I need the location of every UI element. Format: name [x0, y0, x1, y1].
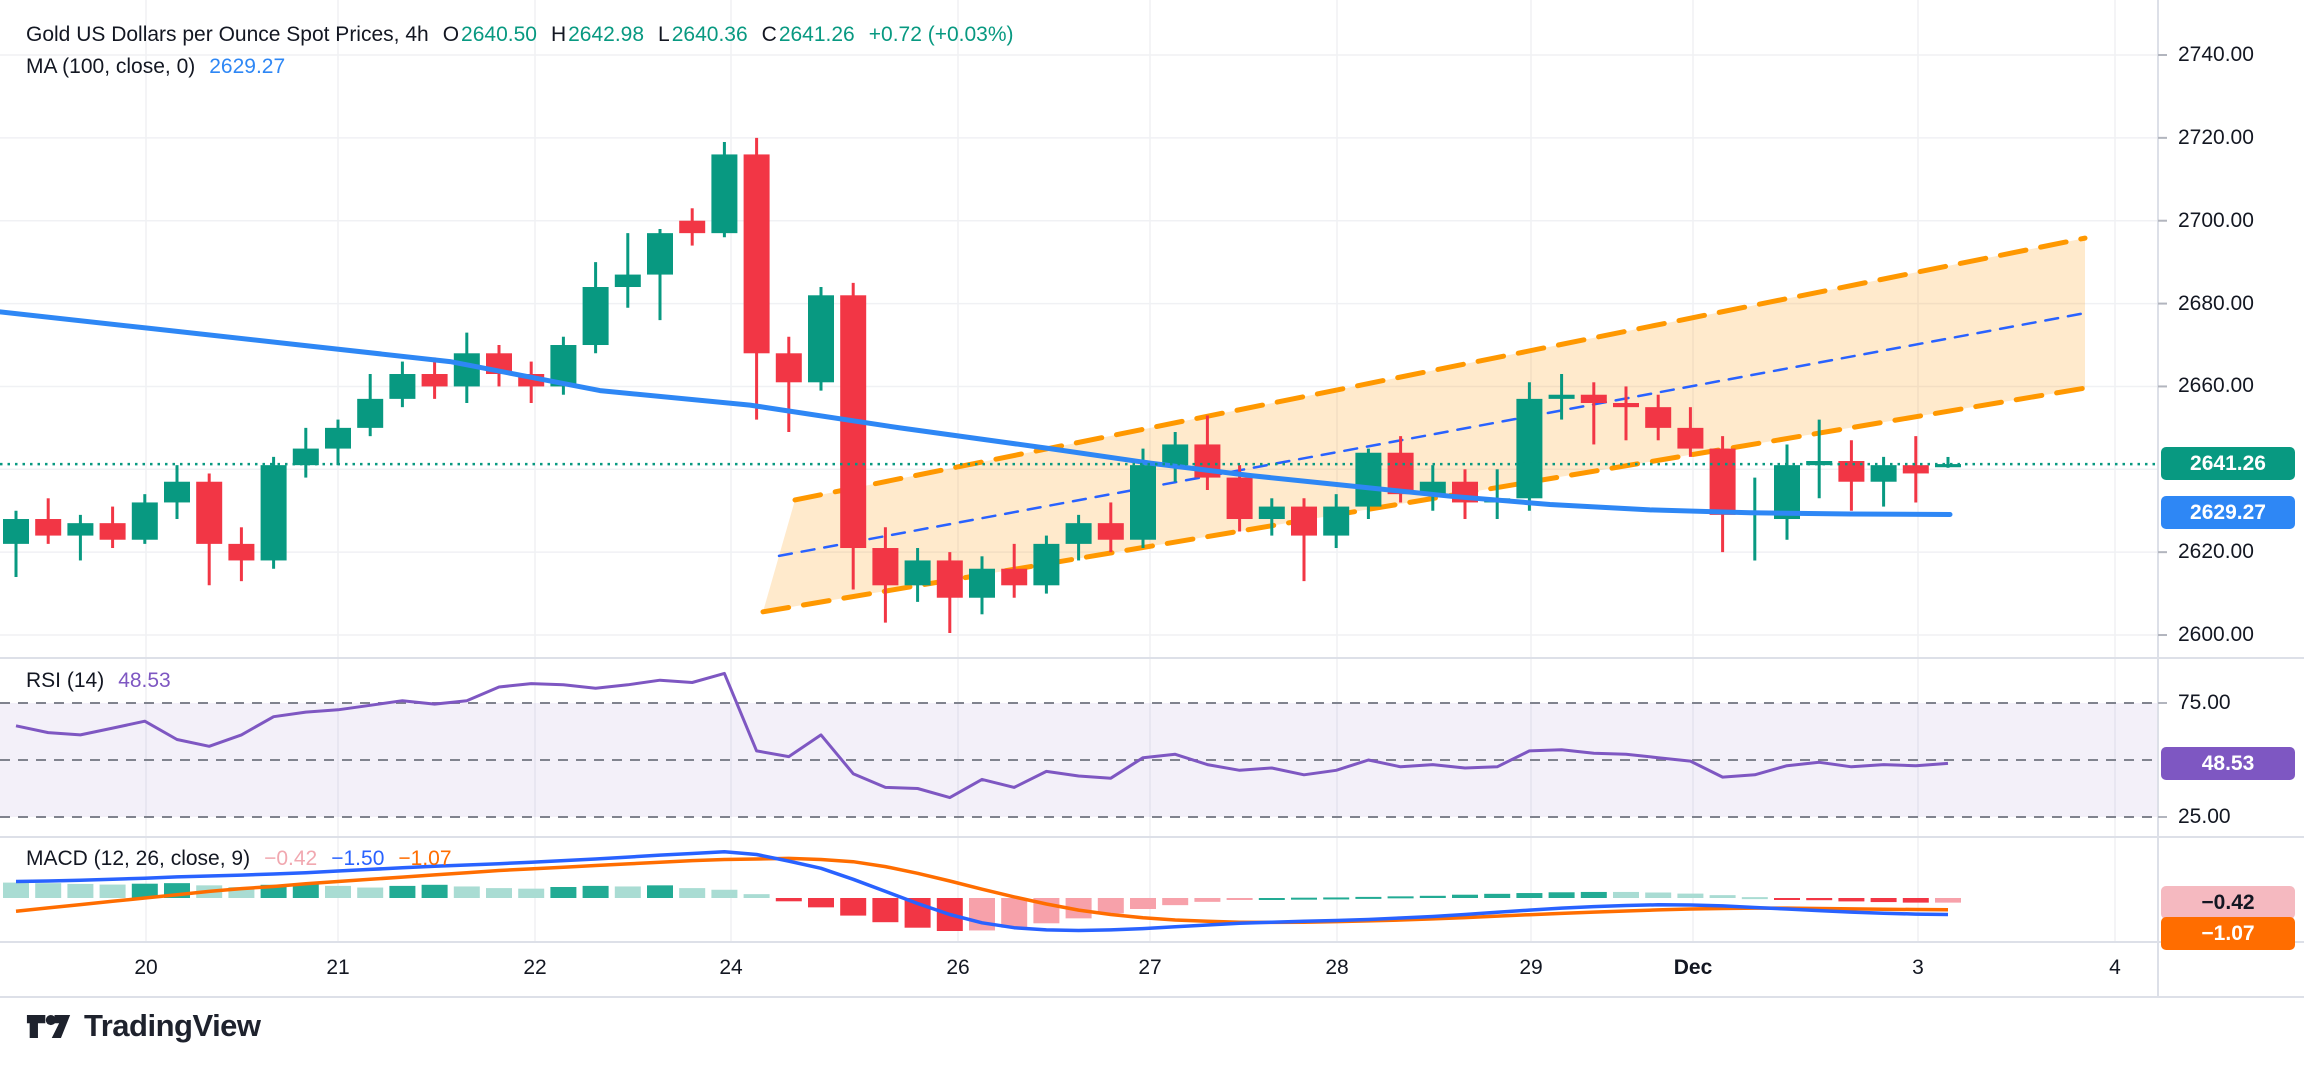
macd-signal-badge: −1.07 — [2161, 917, 2295, 950]
macd-hist-badge: −0.42 — [2161, 886, 2295, 919]
macd-signal-line — [15, 856, 1949, 925]
macd-hist-value: −0.42 — [264, 847, 318, 870]
close-value: C 2641.26 — [761, 23, 855, 46]
tradingview-logo-icon — [26, 1014, 71, 1038]
price-tick-label: 2600.00 — [2178, 623, 2254, 647]
macd-line-value: −1.50 — [331, 847, 385, 870]
macd-line — [15, 850, 1949, 933]
time-tick-label: 4 — [2109, 956, 2121, 979]
last-price-badge: 2641.26 — [2161, 447, 2295, 480]
trend-channel[interactable] — [760, 235, 2088, 615]
ma-value: 2629.27 — [209, 55, 286, 78]
ma-label: MA (100, close, 0) — [26, 55, 196, 78]
high-value: H 2642.98 — [550, 23, 645, 46]
panel-separators — [0, 0, 2304, 998]
tradingview-logo[interactable]: TradingView — [26, 1008, 261, 1044]
time-tick-label: 26 — [946, 956, 970, 979]
time-tick-label: 3 — [1912, 956, 1924, 979]
price-tick-label: 2700.00 — [2178, 208, 2254, 232]
price-tick-label: 2680.00 — [2178, 291, 2254, 315]
rsi-indicator-header[interactable]: RSI (14) 48.53 — [26, 668, 171, 694]
time-tick-label: 22 — [523, 956, 547, 979]
macd-signal-value: −1.07 — [398, 847, 452, 870]
ma-indicator-header[interactable]: MA (100, close, 0) 2629.27 — [26, 54, 285, 80]
time-tick-label: Dec — [1673, 956, 1713, 979]
time-tick-label: 20 — [134, 956, 158, 979]
time-tick-label: 28 — [1325, 956, 1349, 979]
open-value: O 2640.50 — [442, 23, 537, 46]
time-tick-label: 29 — [1519, 956, 1543, 979]
candlesticks — [3, 137, 1961, 633]
macd-indicator-header[interactable]: MACD (12, 26, close, 9) −0.42 −1.50 −1.0… — [26, 846, 452, 872]
rsi-tick-label: 25.00 — [2178, 805, 2231, 828]
rsi-line — [15, 671, 1949, 800]
rsi-label: RSI (14) — [26, 669, 105, 692]
tradingview-logo-text: TradingView — [84, 1008, 261, 1043]
price-tick-label: 2660.00 — [2178, 374, 2254, 398]
price-tick-label: 2620.00 — [2178, 540, 2254, 564]
time-tick-label: 27 — [1138, 956, 1162, 979]
rsi-value-badge: 48.53 — [2161, 747, 2295, 780]
change-value: +0.72 (+0.03%) — [868, 23, 1014, 46]
rsi-band — [0, 702, 2158, 818]
time-tick-label: 24 — [719, 956, 743, 979]
price-tick-label: 2720.00 — [2178, 125, 2254, 149]
low-value: L 2640.36 — [658, 23, 748, 46]
rsi-value: 48.53 — [118, 669, 171, 692]
price-tick-label: 2740.00 — [2178, 43, 2254, 66]
rsi-tick-label: 75.00 — [2178, 691, 2231, 714]
symbol-header: Gold US Dollars per Ounce Spot Prices, 4… — [26, 22, 1014, 48]
ma-price-badge: 2629.27 — [2161, 496, 2295, 529]
symbol-title[interactable]: Gold US Dollars per Ounce Spot Prices, 4… — [26, 23, 429, 46]
macd-label: MACD (12, 26, close, 9) — [26, 847, 251, 870]
time-tick-label: 21 — [326, 956, 350, 979]
